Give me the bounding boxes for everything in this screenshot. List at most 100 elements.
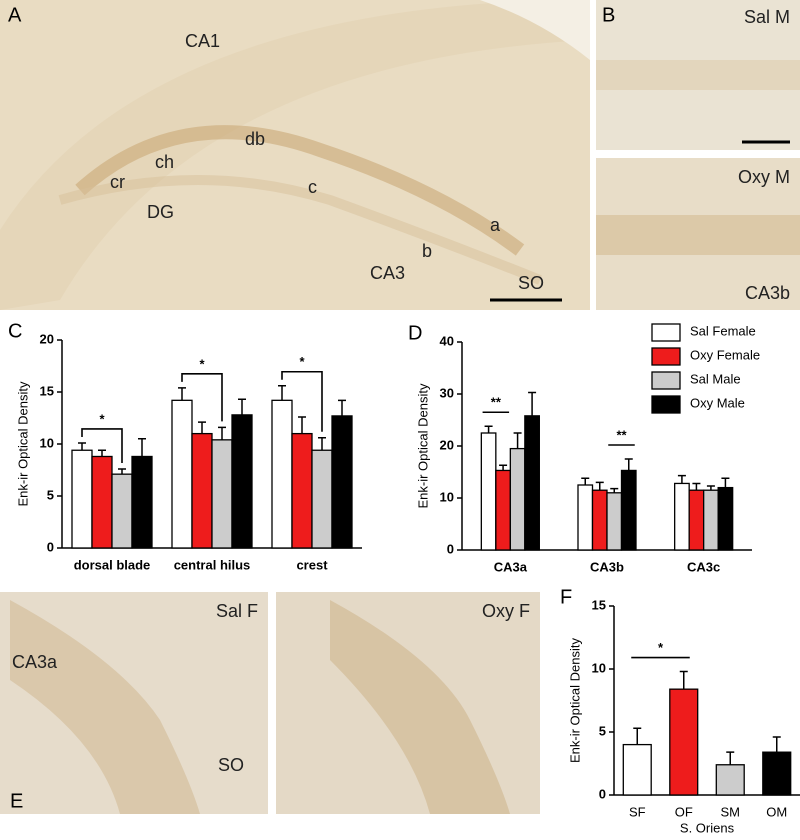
bar: [669, 688, 699, 796]
y-axis-label: Enk-ir Optical Density: [15, 381, 30, 506]
condition-label: Oxy M: [738, 167, 790, 187]
bar: [606, 492, 623, 551]
error-bar: [528, 391, 537, 416]
y-tick-label: 0: [599, 786, 606, 801]
y-tick-label: 0: [47, 539, 54, 554]
bar: [524, 415, 540, 551]
bar: [271, 399, 293, 549]
error-bar: [677, 474, 686, 484]
condition-label: Oxy F: [482, 601, 530, 621]
panel-label: F: [560, 586, 572, 608]
significance-label: *: [199, 356, 205, 371]
bar: [211, 439, 233, 549]
bar: [231, 414, 253, 549]
y-tick-label: 20: [440, 437, 454, 452]
micrograph-e: Sal F CA3a SO E Oxy F: [0, 592, 540, 814]
significance-label: *: [99, 411, 105, 426]
x-tick-label: OF: [675, 804, 693, 819]
y-tick-label: 30: [440, 385, 454, 400]
bar: [131, 455, 153, 549]
error-bar: [513, 432, 522, 449]
bar: [331, 415, 353, 549]
micrograph-b: B Sal M Oxy M CA3b: [596, 0, 800, 310]
y-axis-label: Enk-ir Optical Density: [415, 383, 430, 508]
legend-label: Sal Female: [690, 323, 756, 338]
x-tick-label: central hilus: [174, 557, 251, 572]
y-tick-label: 10: [40, 435, 54, 450]
error-bar: [178, 387, 186, 401]
x-axis-label: S. Oriens: [680, 820, 735, 835]
x-tick-label: CA3c: [687, 559, 720, 574]
significance-line: [81, 428, 123, 463]
bar: [703, 489, 719, 551]
bar: [509, 447, 526, 551]
panel-label: B: [602, 4, 615, 26]
region-label: c: [308, 177, 317, 197]
bar: [191, 432, 213, 549]
legend-label: Oxy Male: [690, 395, 745, 410]
bar: [717, 486, 734, 551]
error-bar: [692, 482, 701, 491]
error-bar: [484, 425, 493, 433]
panel-label: C: [8, 320, 22, 342]
bar: [577, 484, 594, 551]
error-bar: [318, 437, 326, 451]
y-tick-label: 0: [447, 541, 454, 556]
y-tick-label: 5: [599, 723, 606, 738]
panel-label: E: [10, 790, 23, 812]
bar: [762, 751, 792, 796]
error-bar: [499, 464, 508, 471]
x-tick-label: dorsal blade: [74, 557, 151, 572]
significance-line: [181, 373, 223, 422]
charts: C 0 5 10 15 20 Enk-ir Optical Density dorsal bl…: [8, 320, 800, 835]
x-tick-label: CA3b: [590, 559, 624, 574]
x-tick-label: SM: [721, 804, 741, 819]
bar: [71, 449, 93, 549]
error-bar: [679, 670, 688, 690]
y-tick-label: 15: [40, 383, 54, 398]
region-label: CA3a: [12, 652, 58, 672]
error-bar: [595, 481, 604, 491]
significance-label: **: [491, 395, 502, 410]
x-tick-label: OM: [766, 804, 787, 819]
bar: [480, 432, 497, 551]
error-bar: [278, 385, 286, 401]
micrograph-a: A CA1 db ch cr c DG a b CA3 SO: [0, 0, 590, 310]
region-label: ch: [155, 152, 174, 172]
y-tick-label: 15: [592, 597, 606, 612]
significance-label: *: [658, 640, 664, 655]
significance-line: [281, 370, 323, 432]
y-tick-label: 10: [592, 660, 606, 675]
legend-label: Sal Male: [690, 371, 741, 386]
y-axis-label: Enk-ir Optical Density: [567, 638, 582, 763]
error-bar: [298, 416, 306, 434]
legend-swatch: [651, 323, 681, 342]
legend-label: Oxy Female: [690, 347, 760, 362]
bar: [111, 473, 133, 549]
x-tick-label: SF: [629, 804, 646, 819]
bar: [688, 489, 705, 551]
y-tick-label: 10: [440, 489, 454, 504]
region-label: SO: [218, 755, 244, 775]
region-label: db: [245, 129, 265, 149]
bar: [171, 399, 193, 549]
error-bar: [218, 426, 226, 440]
region-label: CA3: [370, 263, 405, 283]
legend-swatch: [651, 347, 681, 366]
legend-swatch: [651, 371, 681, 390]
y-tick-label: 20: [40, 331, 54, 346]
error-bar: [772, 736, 781, 753]
region-label: b: [422, 241, 432, 261]
x-tick-label: CA3a: [494, 559, 528, 574]
condition-label: Sal M: [744, 7, 790, 27]
error-bar: [581, 477, 590, 485]
bar: [715, 764, 745, 796]
error-bar: [118, 468, 126, 475]
region-label: CA1: [185, 31, 220, 51]
error-bar: [238, 398, 246, 415]
error-bar: [610, 487, 619, 493]
significance-label: *: [299, 354, 305, 369]
error-bar: [633, 727, 642, 745]
bar: [674, 482, 690, 551]
